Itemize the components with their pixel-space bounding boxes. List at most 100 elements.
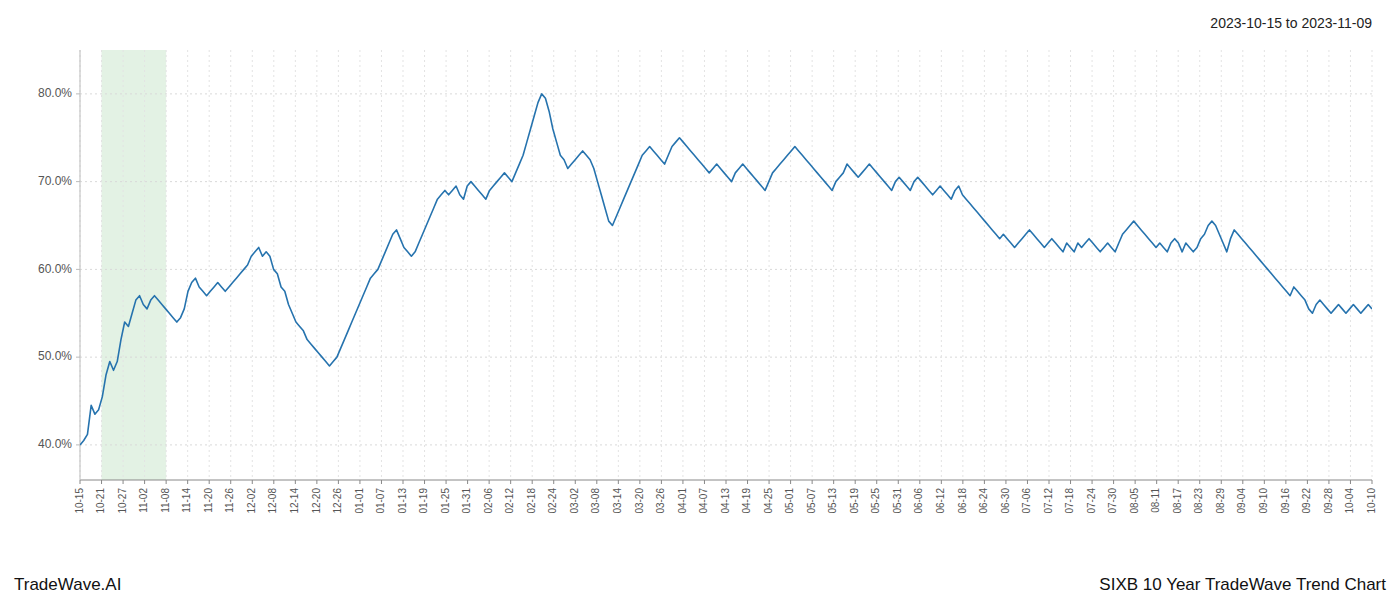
grid-line-x <box>1156 50 1157 480</box>
x-tick <box>123 480 124 484</box>
y-tick-label: 40.0% <box>38 437 72 451</box>
x-tick-label: 10-15 <box>74 488 85 514</box>
x-tick <box>769 480 770 484</box>
x-tick <box>1027 480 1028 484</box>
x-tick <box>618 480 619 484</box>
x-tick <box>403 480 404 484</box>
x-tick <box>876 480 877 484</box>
grid-line-x <box>876 50 877 480</box>
x-tick <box>1156 480 1157 484</box>
x-tick <box>316 480 317 484</box>
grid-line-x <box>252 50 253 480</box>
grid-line-x <box>790 50 791 480</box>
x-tick <box>187 480 188 484</box>
x-tick <box>553 480 554 484</box>
x-tick-label: 08-29 <box>1215 488 1226 514</box>
grid-line-x <box>1135 50 1136 480</box>
x-tick-label: 12-26 <box>332 488 343 514</box>
x-tick-label: 01-31 <box>461 488 472 514</box>
grid-line-x <box>1092 50 1093 480</box>
x-tick <box>833 480 834 484</box>
x-tick <box>661 480 662 484</box>
x-tick-label: 07-06 <box>1021 488 1032 514</box>
grid-line-x <box>510 50 511 480</box>
x-tick <box>252 480 253 484</box>
x-tick <box>1242 480 1243 484</box>
grid-line-x <box>1242 50 1243 480</box>
x-tick-label: 11-20 <box>203 488 214 513</box>
x-tick-label: 06-18 <box>957 488 968 514</box>
shaded-group <box>102 50 167 480</box>
grid-line-x <box>273 50 274 480</box>
x-tick <box>1264 480 1265 484</box>
x-tick <box>596 480 597 484</box>
x-tick-label: 09-22 <box>1301 488 1312 514</box>
x-tick <box>747 480 748 484</box>
grid-line-x <box>489 50 490 480</box>
grid-line-x <box>1372 50 1373 480</box>
grid-line-x <box>1285 50 1286 480</box>
x-tick <box>898 480 899 484</box>
x-tick <box>1285 480 1286 484</box>
x-tick-label: 06-06 <box>913 488 924 514</box>
x-tick <box>338 480 339 484</box>
grid-line-x <box>1221 50 1222 480</box>
x-tick <box>962 480 963 484</box>
y-axis-line <box>80 50 81 480</box>
x-tick <box>1049 480 1050 484</box>
grid-line-x <box>403 50 404 480</box>
x-tick <box>532 480 533 484</box>
x-tick-label: 08-11 <box>1150 488 1161 513</box>
x-tick-label: 04-25 <box>763 488 774 514</box>
y-tick <box>76 357 80 358</box>
x-tick-label: 11-08 <box>160 488 171 513</box>
grid-line-x <box>1070 50 1071 480</box>
x-tick-label: 07-18 <box>1064 488 1075 514</box>
y-tick <box>76 444 80 445</box>
grid-line-x <box>962 50 963 480</box>
x-tick-label: 08-23 <box>1193 488 1204 514</box>
x-tick-label: 05-07 <box>806 488 817 514</box>
annotation: TradeWave.AI <box>14 575 121 594</box>
grid-line-x <box>596 50 597 480</box>
x-tick-label: 11-02 <box>138 488 149 513</box>
x-tick-label: 05-13 <box>827 488 838 514</box>
x-tick-label: 07-30 <box>1107 488 1118 514</box>
grid-line-x <box>704 50 705 480</box>
x-tick-label: 09-04 <box>1236 488 1247 514</box>
y-tick-label: 50.0% <box>38 349 72 363</box>
x-tick <box>1113 480 1114 484</box>
grid <box>80 50 1372 480</box>
x-tick-label: 05-25 <box>870 488 881 514</box>
grid-line-x <box>1178 50 1179 480</box>
x-tick-label: 12-20 <box>311 488 322 514</box>
grid-line-x <box>359 50 360 480</box>
x-tick-label: 09-10 <box>1258 488 1269 514</box>
grid-line-x <box>919 50 920 480</box>
x-tick <box>144 480 145 484</box>
x-tick-label: 03-20 <box>634 488 645 514</box>
grid-line-x <box>1113 50 1114 480</box>
x-tick-label: 05-01 <box>784 488 795 514</box>
x-tick <box>467 480 468 484</box>
x-tick-label: 02-24 <box>547 488 558 514</box>
grid-line-x <box>726 50 727 480</box>
x-tick-label: 02-18 <box>526 488 537 514</box>
title: SIXB 10 Year TradeWave Trend Chart <box>1099 575 1386 594</box>
x-tick-label: 07-12 <box>1043 488 1054 514</box>
x-tick <box>1221 480 1222 484</box>
x-tick-label: 11-26 <box>224 488 235 513</box>
y-tick <box>76 269 80 270</box>
x-tick-label: 12-08 <box>267 488 278 514</box>
trend-line <box>80 94 1372 445</box>
x-tick <box>166 480 167 484</box>
grid-line-x <box>618 50 619 480</box>
grid-line-x <box>295 50 296 480</box>
x-tick-label: 06-30 <box>1000 488 1011 514</box>
grid-line-x <box>1350 50 1351 480</box>
grid-line-x <box>898 50 899 480</box>
y-tick <box>76 181 80 182</box>
line-group <box>80 94 1372 445</box>
x-tick <box>1328 480 1329 484</box>
grid-line-x <box>747 50 748 480</box>
